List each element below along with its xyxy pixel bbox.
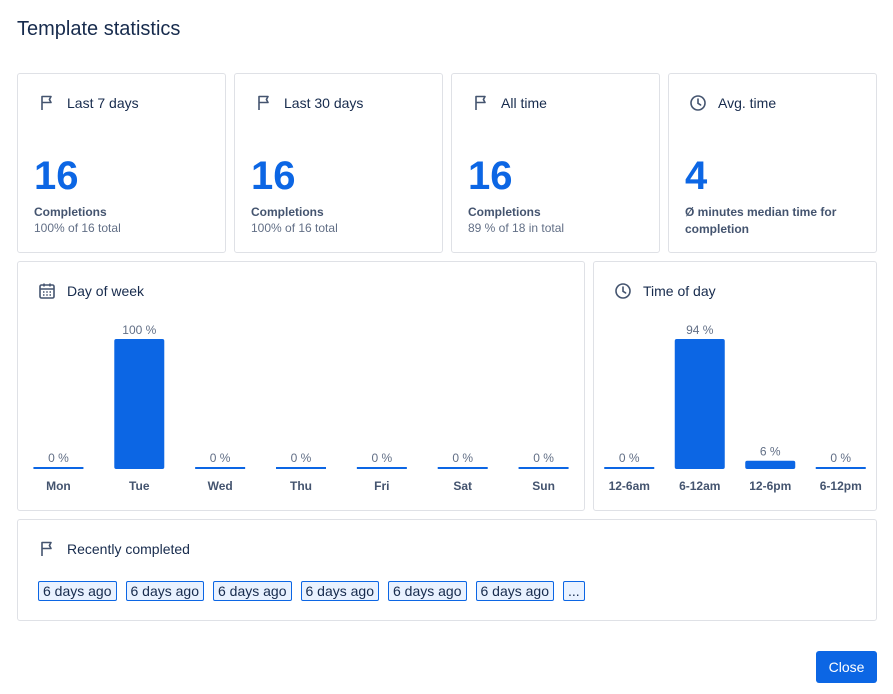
stat-card-last-7-days: Last 7 days 16 Completions 100% of 16 to… xyxy=(17,73,226,253)
day-of-week-card: Day of week 0 % Mon 100 % Tue 0 % Wed 0 % Thu 0 … xyxy=(17,261,585,511)
bar-6-12am xyxy=(674,339,725,469)
category-label: 12-6am xyxy=(609,479,650,493)
card-label: All time xyxy=(501,95,547,111)
card-header: All time xyxy=(472,94,547,112)
category-label: Mon xyxy=(46,479,71,493)
recent-item[interactable]: 6 days ago xyxy=(38,581,117,601)
bar-sun xyxy=(518,467,569,469)
bar-mon xyxy=(33,467,84,469)
stat-card-last-30-days: Last 30 days 16 Completions 100% of 16 t… xyxy=(234,73,443,253)
category-label: Sun xyxy=(532,479,555,493)
bar-thu xyxy=(276,467,326,469)
recent-item[interactable]: 6 days ago xyxy=(213,581,292,601)
stat-subtext: 100% of 16 total xyxy=(251,221,338,235)
stat-subtext: 100% of 16 total xyxy=(34,221,121,235)
category-label: Wed xyxy=(208,479,233,493)
bar-value-label: 0 % xyxy=(830,451,851,465)
clock-icon xyxy=(690,95,706,111)
category-label: Thu xyxy=(290,479,312,493)
flag-icon xyxy=(41,95,52,110)
time-of-day-chart: 0 % 12-6am 94 % 6-12am 6 % 12-6pm 0 % 6-12pm xyxy=(604,323,866,493)
recent-item[interactable]: 6 days ago xyxy=(300,581,379,601)
stat-caption: Completions xyxy=(468,205,541,219)
card-header: Recently completed xyxy=(38,540,190,558)
bar-value-label: 0 % xyxy=(533,451,554,465)
day-of-week-chart: 0 % Mon 100 % Tue 0 % Wed 0 % Thu 0 % Fri 0 % Sat 0 … xyxy=(33,323,569,493)
card-header: Time of day xyxy=(614,282,716,300)
more-button[interactable]: ... xyxy=(563,581,585,601)
bar-12-6am xyxy=(604,467,655,469)
bar-value-label: 0 % xyxy=(291,451,312,465)
bar-value-label: 0 % xyxy=(210,451,231,465)
bar-value-label: 0 % xyxy=(452,451,473,465)
stat-caption: Ø minutes median time for completion xyxy=(685,205,837,236)
recently-completed-card: Recently completed 6 days ago 6 days ago… xyxy=(17,519,877,621)
card-label: Time of day xyxy=(643,283,716,299)
stat-value: 4 xyxy=(685,154,708,198)
card-label: Recently completed xyxy=(67,541,190,557)
category-label: Fri xyxy=(374,479,389,493)
category-label: Sat xyxy=(453,479,472,493)
flag-icon xyxy=(475,95,486,110)
card-label: Day of week xyxy=(67,283,145,299)
card-header: Day of week xyxy=(38,282,144,300)
stat-caption: Completions xyxy=(34,205,107,219)
clock-icon xyxy=(615,283,631,299)
bar-tue xyxy=(114,339,165,469)
bar-value-label: 0 % xyxy=(48,451,69,465)
time-of-day-card: Time of day 0 % 12-6am 94 % 6-12am 6 % 12-6pm… xyxy=(593,261,877,511)
stat-subtext: 89 % of 18 in total xyxy=(468,221,565,235)
bar-12-6pm xyxy=(745,460,796,469)
card-label: Last 7 days xyxy=(67,95,139,111)
stat-card-avg-time: Avg. time 4 Ø minutes median time for co… xyxy=(668,73,877,253)
recent-item[interactable]: 6 days ago xyxy=(125,581,204,601)
calendar-icon xyxy=(39,283,55,299)
card-header: Last 30 days xyxy=(255,94,363,112)
bar-value-label: 94 % xyxy=(686,323,714,337)
recent-list: 6 days ago 6 days ago 6 days ago 6 days … xyxy=(38,581,585,601)
page-title: Template statistics xyxy=(17,18,181,40)
card-label: Avg. time xyxy=(718,95,777,111)
stat-card-all-time: All time 16 Completions 89 % of 18 in to… xyxy=(451,73,660,253)
bar-sat xyxy=(437,467,488,469)
bar-value-label: 0 % xyxy=(372,451,393,465)
bar-6-12pm xyxy=(815,467,866,469)
category-label: 6-12pm xyxy=(820,479,862,493)
card-header: Avg. time xyxy=(689,94,776,112)
bar-value-label: 0 % xyxy=(619,451,640,465)
flag-icon xyxy=(41,541,52,556)
card-header: Last 7 days xyxy=(38,94,139,112)
stat-caption: Completions xyxy=(251,205,324,219)
recent-item[interactable]: 6 days ago xyxy=(475,581,554,601)
bar-wed xyxy=(195,467,246,469)
flag-icon xyxy=(258,95,269,110)
recent-item[interactable]: 6 days ago xyxy=(388,581,467,601)
stat-value: 16 xyxy=(34,154,79,198)
bar-value-label: 100 % xyxy=(122,323,156,337)
card-label: Last 30 days xyxy=(284,95,364,111)
close-button[interactable]: Close xyxy=(816,651,877,683)
category-label: 6-12am xyxy=(679,479,720,493)
stat-value: 16 xyxy=(251,154,296,198)
category-label: Tue xyxy=(129,479,150,493)
stat-value: 16 xyxy=(468,154,513,198)
bar-fri xyxy=(356,467,407,469)
category-label: 12-6pm xyxy=(749,479,791,493)
bar-value-label: 6 % xyxy=(760,445,781,459)
